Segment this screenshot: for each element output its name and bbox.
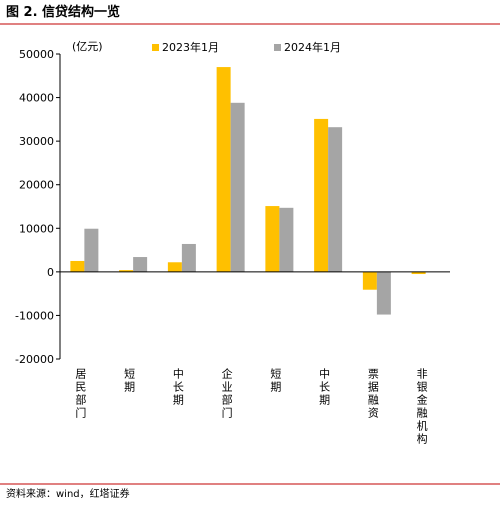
- bar: [362, 271, 377, 290]
- x-tick-label: 非银金融机构: [415, 368, 428, 446]
- y-tick-label: -20000: [15, 353, 54, 366]
- x-tick-label: 短期: [123, 367, 136, 394]
- bar: [328, 127, 343, 272]
- y-tick-label: 40000: [19, 92, 54, 105]
- bar: [376, 271, 391, 315]
- bar: [70, 260, 85, 272]
- x-tick-label: 票据融资: [366, 368, 379, 420]
- bar: [167, 262, 182, 272]
- chart-title: 图 2. 信贷结构一览: [6, 4, 120, 20]
- y-tick-label: 10000: [19, 222, 54, 235]
- bar: [84, 228, 99, 272]
- bar: [216, 67, 231, 272]
- x-tick-label: 中长期: [318, 368, 331, 407]
- bar: [181, 243, 196, 272]
- bar: [314, 118, 329, 272]
- bar: [411, 271, 426, 275]
- legend-swatch: [152, 44, 159, 51]
- x-tick-label: 短期: [269, 367, 282, 394]
- x-tick-label: 居民部门: [74, 368, 87, 420]
- bar: [279, 207, 294, 272]
- bar: [119, 270, 134, 272]
- x-tick-label: 企业部门: [220, 367, 233, 420]
- bar: [230, 102, 245, 272]
- y-tick-label: 50000: [19, 48, 54, 61]
- unit-label: (亿元): [72, 40, 103, 53]
- y-tick-label: 0: [47, 266, 54, 279]
- y-tick-label: -10000: [15, 309, 54, 322]
- legend-label: 2023年1月: [162, 40, 219, 54]
- legend-label: 2024年1月: [284, 40, 341, 54]
- source: 资料来源：wind，红塔证券: [6, 487, 130, 500]
- y-tick-label: 20000: [19, 179, 54, 192]
- y-tick-label: 30000: [19, 135, 54, 148]
- x-tick-label: 中长期: [171, 368, 184, 407]
- bar: [133, 257, 148, 272]
- legend-swatch: [274, 44, 281, 51]
- bar: [265, 206, 280, 272]
